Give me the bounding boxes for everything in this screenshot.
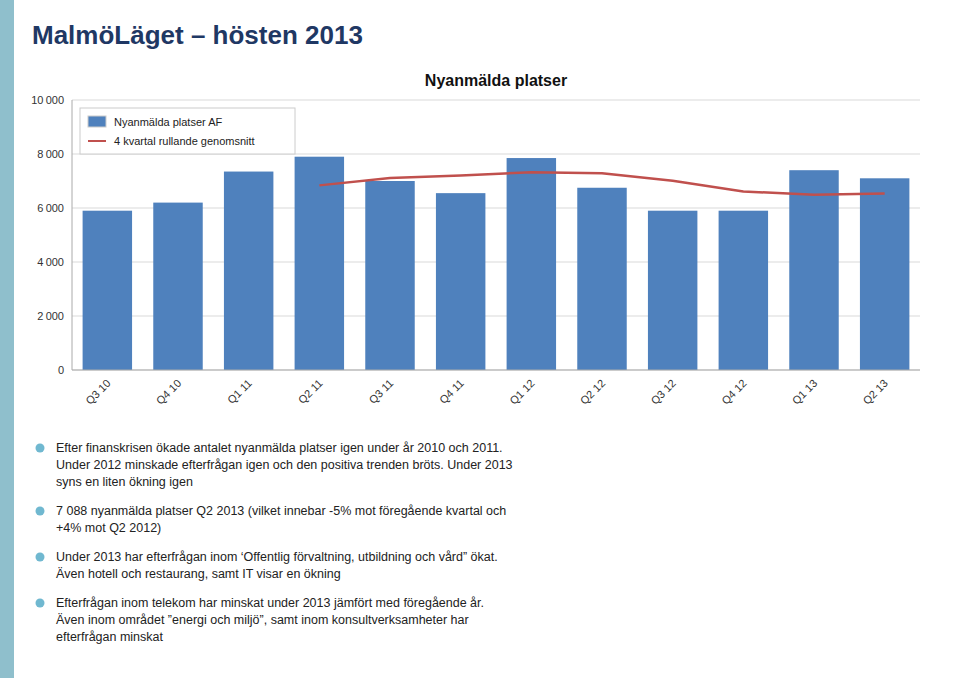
bullet-text: Efter finanskrisen ökade antalet nyanmäl… bbox=[56, 441, 513, 489]
grid-line bbox=[72, 370, 920, 371]
bullet-line: Efterfrågan inom telekom har minskat und… bbox=[56, 596, 484, 610]
bullet-line: Även inom området ”energi och miljö”, sa… bbox=[56, 613, 469, 627]
bullet-line: Under 2013 har efterfrågan inom ‘Offentl… bbox=[56, 550, 498, 564]
x-tick-label: Q2 13 bbox=[860, 377, 890, 407]
bar bbox=[295, 157, 344, 370]
bar bbox=[648, 211, 697, 370]
y-tick-label: 0 bbox=[58, 364, 64, 376]
bullet-text: Efterfrågan inom telekom har minskat und… bbox=[56, 596, 484, 644]
legend-box bbox=[80, 108, 295, 154]
bullet-line: Under 2012 minskade efterfrågan igen och… bbox=[56, 458, 513, 472]
bar bbox=[153, 203, 202, 370]
bar bbox=[436, 193, 485, 370]
x-tick-label: Q2 11 bbox=[296, 377, 325, 406]
marks bbox=[83, 157, 910, 370]
x-tick-label: Q1 11 bbox=[225, 377, 254, 406]
x-tick-label: Q2 12 bbox=[578, 377, 608, 407]
y-axis-line bbox=[72, 100, 73, 370]
bullet-dot bbox=[36, 507, 45, 516]
bullet-line: 7 088 nyanmälda platser Q2 2013 (vilket … bbox=[56, 504, 506, 518]
legend-swatch bbox=[88, 116, 106, 127]
bullet-text: Under 2013 har efterfrågan inom ‘Offentl… bbox=[56, 550, 498, 581]
legend-label: 4 kvartal rullande genomsnitt bbox=[114, 135, 255, 147]
bar bbox=[365, 181, 414, 370]
chart-canvas: MalmöLäget – hösten 2013 Nyanmälda platse… bbox=[0, 0, 960, 678]
bullet-line: syns en liten ökning igen bbox=[56, 475, 193, 489]
left-strip bbox=[0, 0, 14, 678]
x-tick-label: Q3 10 bbox=[83, 377, 113, 407]
bar bbox=[860, 178, 909, 370]
bullet-line: Efter finanskrisen ökade antalet nyanmäl… bbox=[56, 441, 503, 455]
x-tick-label: Q3 12 bbox=[648, 377, 678, 407]
y-tick-label: 6 000 bbox=[37, 202, 64, 214]
y-tick-label: 8 000 bbox=[37, 148, 64, 160]
bar bbox=[789, 170, 838, 370]
bullet-text: 7 088 nyanmälda platser Q2 2013 (vilket … bbox=[56, 504, 506, 535]
x-tick-label: Q4 11 bbox=[437, 377, 466, 406]
y-tick-label: 4 000 bbox=[37, 256, 64, 268]
bullet-dot bbox=[36, 599, 45, 608]
bar bbox=[224, 172, 273, 370]
bar bbox=[719, 211, 768, 370]
bar bbox=[83, 211, 132, 370]
bar bbox=[577, 188, 626, 370]
y-tick-label: 2 000 bbox=[37, 310, 64, 322]
legend: Nyanmälda platser AF 4 kvartal rullande g… bbox=[80, 108, 295, 154]
chart-title: Nyanmälda platser bbox=[425, 72, 567, 89]
legend-swatch bbox=[88, 140, 106, 142]
x-axis-line bbox=[72, 370, 920, 371]
x-tick-label: Q3 11 bbox=[366, 377, 395, 406]
y-tick-label: 10 000 bbox=[31, 94, 64, 106]
page-title: MalmöLäget – hösten 2013 bbox=[32, 20, 363, 50]
x-tick-label: Q1 12 bbox=[507, 377, 537, 407]
bullet-dot bbox=[36, 553, 45, 562]
x-tick-label: Q4 12 bbox=[719, 377, 749, 407]
x-tick-label: Q1 13 bbox=[790, 377, 820, 407]
bullet-line: +4% mot Q2 2012) bbox=[56, 521, 161, 535]
y-axis: 0 2 000 4 000 6 000 8 000 10 000 bbox=[31, 94, 920, 376]
line bbox=[319, 172, 884, 195]
grid-line bbox=[72, 100, 920, 101]
x-tick-label: Q4 10 bbox=[154, 377, 184, 407]
bullet-line: Även hotell och restaurang, samt IT visa… bbox=[56, 567, 341, 581]
legend-label: Nyanmälda platser AF bbox=[114, 116, 222, 128]
bar bbox=[507, 158, 556, 370]
bullet-line: efterfrågan minskat bbox=[56, 630, 164, 644]
bullet-dot bbox=[36, 444, 45, 453]
